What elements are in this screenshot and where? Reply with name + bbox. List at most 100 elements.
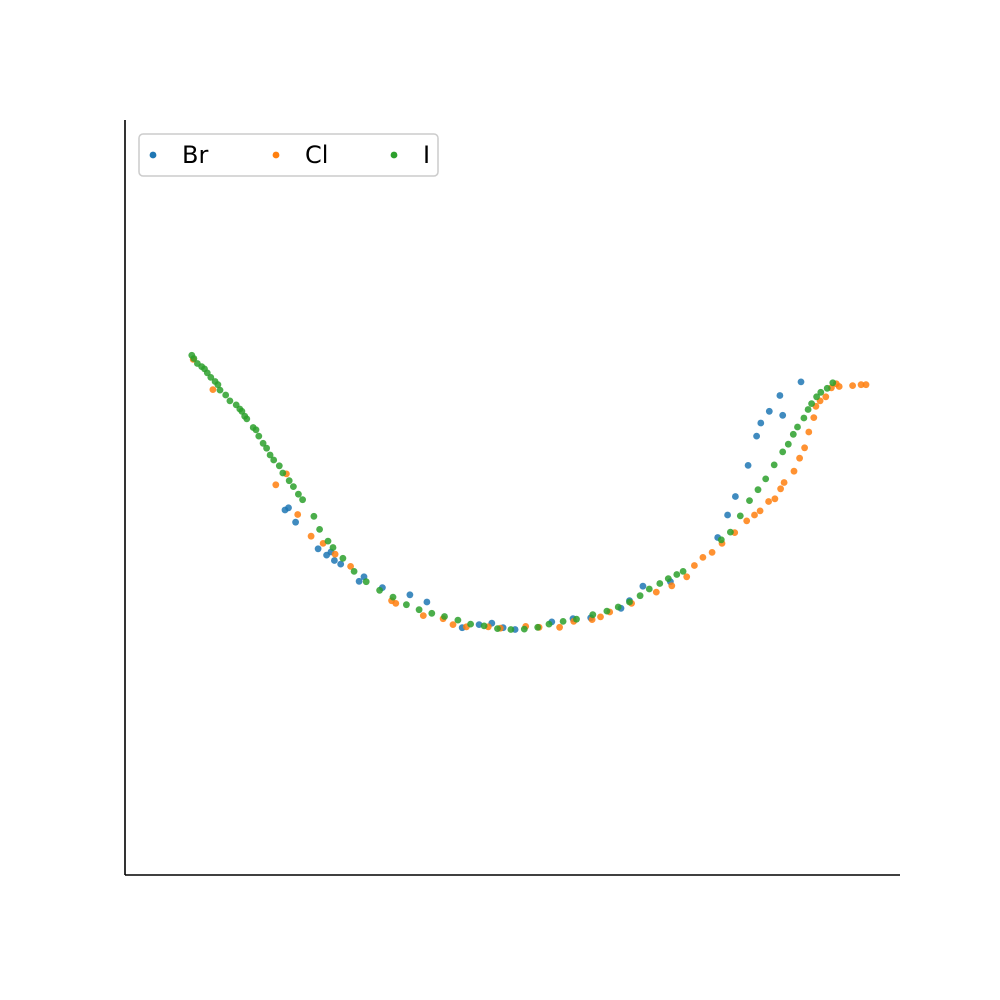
point-i-35 (350, 568, 358, 575)
legend-marker-br (149, 151, 157, 159)
point-i-72 (789, 430, 797, 438)
point-br-33 (779, 411, 787, 419)
point-cl-51 (849, 382, 856, 389)
point-i-62 (679, 568, 687, 575)
point-cl-11 (419, 612, 427, 619)
point-i-58 (645, 585, 653, 593)
point-i-55 (614, 603, 622, 611)
point-i-24 (275, 462, 283, 470)
point-i-40 (415, 606, 423, 614)
point-cl-38 (777, 485, 784, 493)
point-br-7 (337, 560, 345, 568)
point-br-1 (285, 504, 292, 512)
point-br-29 (753, 432, 760, 440)
point-i-38 (389, 593, 397, 601)
point-i-50 (545, 620, 553, 628)
point-cl-44 (810, 414, 818, 421)
point-i-16 (243, 415, 251, 423)
point-i-44 (467, 620, 474, 628)
point-i-42 (441, 613, 448, 620)
data-points (188, 351, 870, 633)
point-cl-41 (796, 454, 803, 462)
point-i-26 (285, 477, 293, 485)
point-i-70 (779, 448, 787, 456)
point-cl-28 (691, 562, 698, 569)
point-cl-52 (857, 381, 865, 389)
point-cl-40 (790, 467, 798, 475)
legend-label-br: Br (182, 141, 208, 169)
point-i-54 (603, 607, 611, 615)
point-i-69 (770, 461, 778, 469)
point-i-25 (279, 469, 287, 477)
point-i-28 (295, 490, 302, 498)
point-cl-13 (449, 621, 457, 628)
point-i-79 (823, 384, 831, 392)
point-i-43 (454, 616, 462, 624)
point-cl-37 (771, 495, 779, 503)
point-i-20 (259, 439, 267, 447)
point-i-41 (428, 609, 436, 617)
point-i-65 (736, 512, 744, 520)
point-i-8 (214, 381, 222, 389)
point-i-27 (290, 483, 297, 490)
point-cl-42 (801, 444, 808, 452)
point-i-21 (263, 444, 270, 452)
point-i-49 (534, 623, 542, 631)
point-cl-25 (652, 588, 660, 596)
point-cl-27 (683, 573, 691, 581)
point-i-45 (480, 622, 488, 630)
legend-marker-cl (272, 151, 280, 159)
point-i-11 (226, 397, 234, 405)
point-i-31 (316, 526, 323, 533)
point-br-12 (423, 598, 431, 606)
point-br-32 (776, 392, 784, 399)
legend: Br Cl I (138, 133, 439, 177)
point-i-48 (520, 625, 528, 633)
point-i-30 (310, 512, 318, 520)
point-i-57 (636, 592, 644, 600)
point-cl-5 (307, 532, 315, 540)
point-br-23 (639, 582, 647, 590)
point-i-6 (207, 374, 215, 381)
point-i-34 (339, 554, 347, 562)
point-cl-50 (835, 383, 843, 390)
point-i-32 (324, 537, 332, 545)
point-i-77 (813, 393, 820, 401)
point-i-60 (664, 575, 672, 582)
point-i-71 (784, 440, 792, 448)
point-br-11 (406, 591, 414, 599)
point-i-66 (746, 497, 753, 504)
point-cl-26 (668, 582, 676, 590)
point-cl-7 (331, 550, 339, 558)
point-i-39 (403, 601, 410, 609)
point-cl-19 (556, 623, 563, 631)
point-br-2 (292, 518, 299, 526)
point-cl-47 (822, 393, 830, 401)
point-i-29 (299, 496, 306, 504)
point-cl-35 (756, 507, 764, 515)
point-cl-34 (751, 511, 758, 519)
point-i-37 (376, 586, 383, 594)
point-br-8 (355, 577, 363, 585)
point-cl-10 (392, 600, 400, 607)
point-cl-2 (272, 481, 280, 489)
point-br-6 (331, 557, 338, 564)
point-cl-43 (805, 428, 813, 436)
point-br-31 (765, 407, 773, 415)
point-br-30 (757, 419, 765, 427)
point-br-26 (724, 511, 731, 519)
point-cl-30 (708, 549, 716, 556)
point-i-78 (817, 388, 825, 396)
point-i-64 (727, 528, 734, 536)
point-i-76 (808, 400, 815, 407)
point-i-80 (829, 379, 837, 387)
point-cl-29 (699, 554, 707, 561)
point-i-74 (800, 414, 808, 422)
point-i-23 (270, 456, 278, 464)
point-i-9 (216, 386, 224, 394)
legend-label-i: I (423, 141, 430, 169)
point-i-68 (762, 475, 770, 483)
point-cl-1 (209, 386, 217, 393)
point-i-56 (626, 598, 633, 606)
